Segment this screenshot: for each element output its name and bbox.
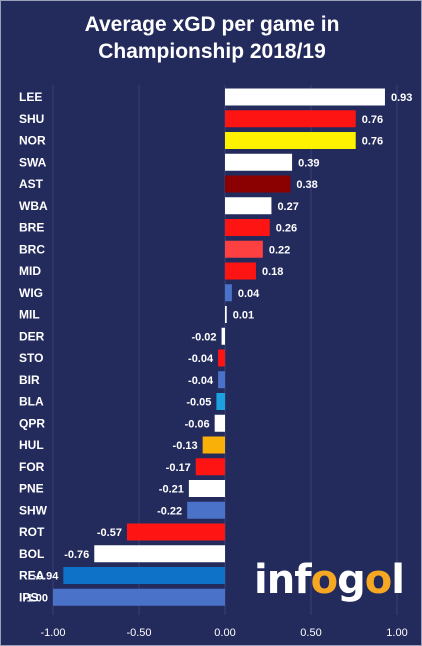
data-label: 0.04 [238,288,260,300]
bar-shw [187,501,225,519]
data-label: -0.13 [173,440,198,452]
category-label: AST [19,177,44,191]
bar-rea [63,567,225,584]
data-label: 0.22 [269,244,290,256]
bar-ast [225,175,291,193]
bar-nor [225,132,356,149]
category-label: BRE [19,221,44,235]
data-label: 0.01 [233,310,254,322]
category-label: QPR [19,416,45,430]
data-label: -0.05 [186,397,211,409]
bar-for [195,458,225,476]
category-label: SHU [19,112,44,126]
category-label: FOR [19,460,45,474]
infogol-logo: infogol [254,557,405,603]
category-label: WIG [19,286,43,300]
data-label: -0.06 [185,418,210,430]
x-tick-label: -0.50 [126,627,151,639]
category-label: HUL [19,438,44,452]
bar-hul [202,436,225,454]
category-label: LEE [19,90,42,104]
bar-ips [53,588,225,606]
category-label: BLA [19,395,44,409]
data-label: -0.17 [166,462,191,474]
bar-bre [225,219,270,236]
category-label: ROT [19,525,45,539]
bar-sto [218,349,225,367]
category-label: PNE [19,482,44,496]
data-label: 0.27 [277,201,298,213]
data-label: -0.76 [64,549,89,561]
bar-lee [225,88,385,106]
data-label: -0.04 [188,375,214,387]
bar-shu [225,110,356,128]
bar-rot [126,523,225,541]
bar-pne [188,480,225,497]
bar-mil [225,306,227,323]
category-label: WBA [19,199,48,213]
category-label: SWA [19,155,47,169]
bar-mid [225,262,256,280]
bar-wig [225,284,232,302]
x-tick-label: 0.00 [214,627,235,639]
category-label: IPS [19,590,38,604]
category-label: SHW [19,503,48,517]
category-label: BIR [19,373,40,387]
category-label: MIL [19,308,40,322]
category-label: STO [19,351,43,365]
data-label: 0.76 [362,136,383,148]
category-label: DER [19,329,45,343]
x-tick-label: 0.50 [300,627,321,639]
data-label: 0.39 [298,157,319,169]
bar-der [221,327,225,345]
category-label: REA [19,569,45,583]
data-label: 0.26 [276,223,297,235]
bar-bol [94,545,225,563]
data-label: -1.00 [23,592,48,604]
data-label: -0.94 [33,571,59,583]
category-label: MID [19,264,41,278]
chart-title: Average xGD per game in Championship 201… [84,13,340,63]
x-tick-label: 1.00 [386,627,407,639]
data-label: -0.02 [191,331,216,343]
x-tick-label: -1.00 [40,627,65,639]
bar-bir [218,371,225,389]
data-label: 0.76 [362,114,383,126]
category-label: BRC [19,242,45,256]
category-label: BOL [19,547,44,561]
bar-wba [225,197,272,215]
data-label: 0.38 [296,179,317,191]
bar-bla [216,393,225,410]
data-label: 0.18 [262,266,283,278]
data-label: -0.22 [157,505,182,517]
bar-brc [225,240,263,258]
bar-swa [225,153,293,171]
data-label: -0.04 [188,353,214,365]
data-label: -0.21 [159,484,184,496]
bar-qpr [214,414,225,432]
category-label: NOR [19,134,46,148]
data-label: -0.57 [97,527,122,539]
data-label: 0.93 [391,92,412,104]
